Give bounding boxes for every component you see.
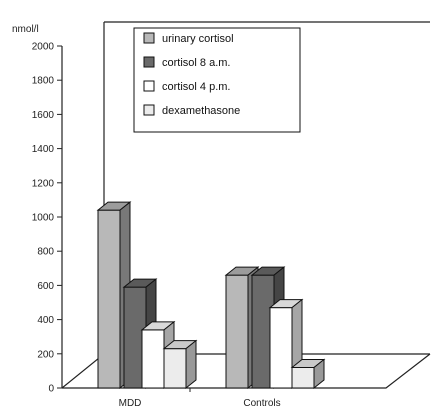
y-tick-label: 1600 (32, 110, 55, 121)
y-tick-label: 600 (37, 281, 54, 292)
category-label: MDD (119, 398, 142, 409)
category-label: Controls (243, 398, 280, 409)
y-tick-label: 2000 (32, 42, 55, 53)
legend-swatch (143, 80, 155, 92)
bar-controls-3 (290, 358, 326, 390)
y-unit-label: nmol/l (12, 24, 39, 35)
category-labels: MDD Controls (119, 388, 281, 409)
y-tick-label: 800 (37, 247, 54, 258)
legend-label: cortisol 4 p.m. (162, 81, 230, 93)
legend-swatch (143, 104, 155, 116)
legend-swatch (143, 56, 155, 68)
legend-box (133, 27, 301, 133)
legend-label: dexamethasone (162, 105, 240, 117)
legend-label: urinary cortisol (162, 33, 234, 45)
y-tick-label: 1200 (32, 178, 55, 189)
legend-swatch (143, 32, 155, 44)
y-axis: nmol/l 0 200 400 600 800 1000 1200 1400 1600 1800… (12, 24, 63, 395)
legend: urinary cortisol cortisol 8 a.m. cortisol … (133, 27, 301, 133)
bars (96, 201, 326, 390)
y-tick-label: 1000 (32, 213, 55, 224)
bar-mdd-3 (162, 339, 198, 390)
legend-label: cortisol 8 a.m. (162, 57, 230, 69)
y-tick-label: 1800 (32, 76, 55, 87)
y-tick-label: 400 (37, 315, 54, 326)
y-tick-label: 200 (37, 349, 54, 360)
y-tick-label: 1400 (32, 144, 55, 155)
y-tick-label: 0 (48, 384, 54, 395)
